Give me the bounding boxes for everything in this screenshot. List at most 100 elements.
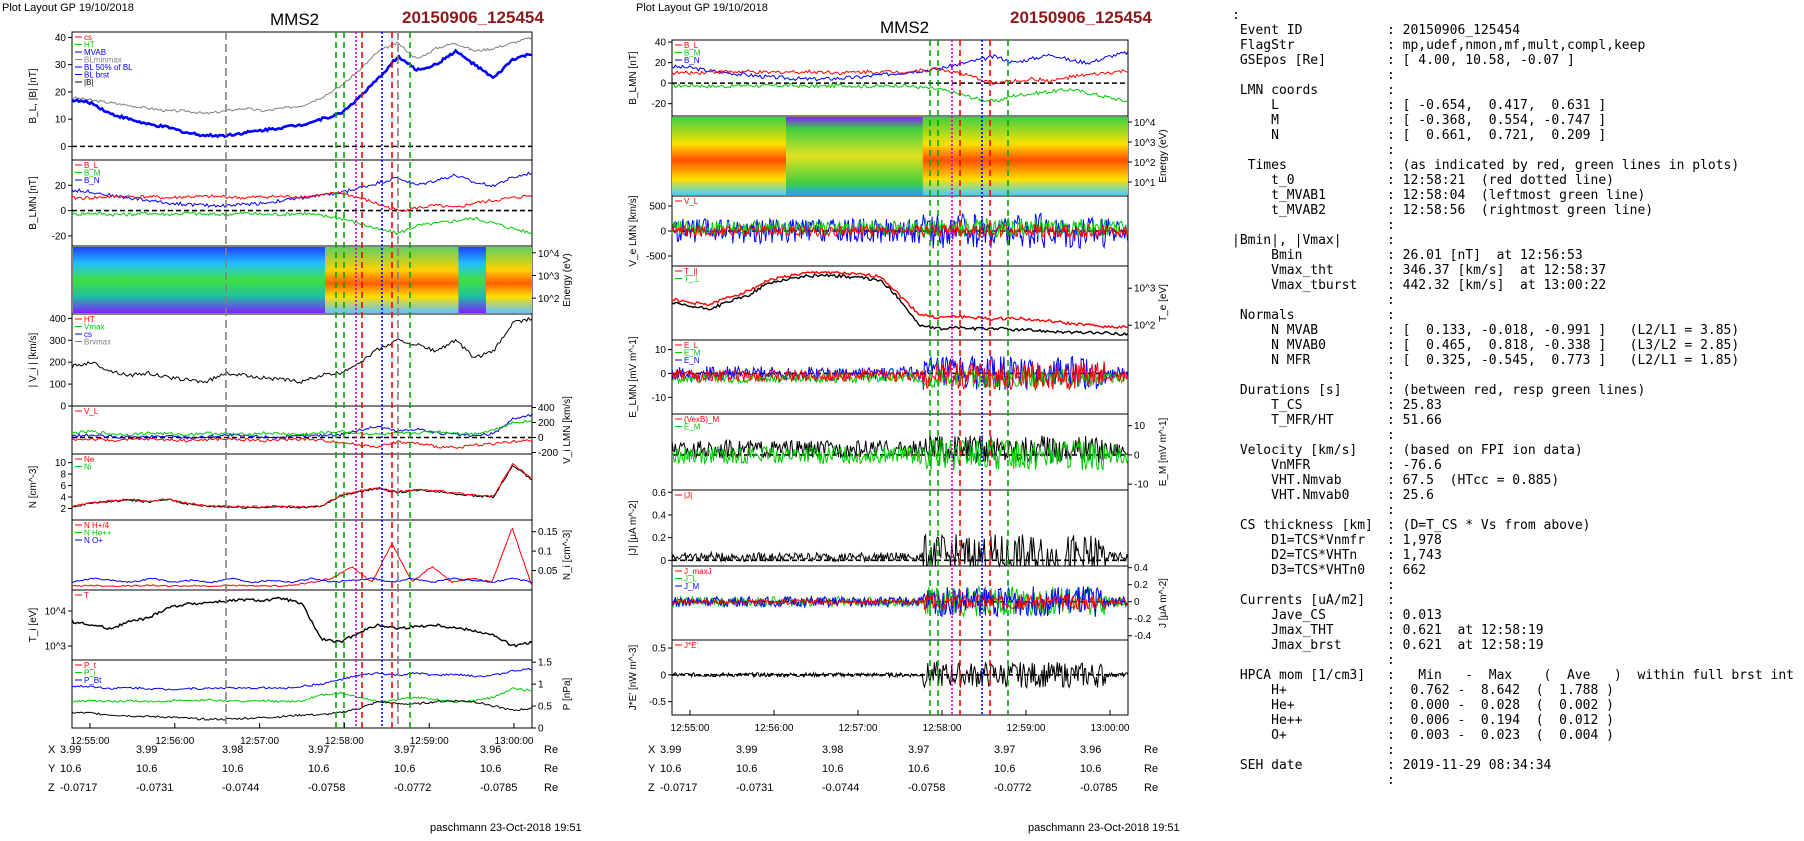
legend-label: J*E' (684, 641, 698, 650)
legend-label: V_L (84, 407, 99, 416)
position-unit: Re (1144, 782, 1159, 794)
series-line (71, 211, 533, 236)
y-tick-label: 30 (55, 60, 67, 71)
series-line (71, 190, 533, 213)
legend-label: J_L (684, 575, 697, 584)
y-tick-label: 0 (660, 79, 666, 90)
info-key: D1=TCS*Vnmfr (1232, 533, 1366, 548)
y-tick-label: -10 (652, 393, 667, 404)
y-tick-label: 300 (49, 336, 66, 347)
y-tick-label: 0.1 (538, 547, 552, 558)
info-value: : 20150906_125454 (1387, 23, 1521, 38)
y-axis-label: N_i [cm^-3] (562, 530, 573, 580)
y-tick-label: 2 (60, 504, 66, 515)
info-line: Jmax_THT : 0.621 at 12:58:19 (1232, 623, 1802, 638)
legend-label: (VexB)_M (684, 415, 719, 424)
position-unit: Re (1144, 763, 1159, 775)
position-row: Y 10.6 10.6 10.6 10.6 10.6 10.6 Re (48, 763, 568, 782)
info-value: : -76.6 (1387, 458, 1442, 473)
position-row-label: X (48, 744, 56, 756)
info-key: t_MVAB1 (1232, 188, 1326, 203)
info-key: |Bmin|, |Vmax| (1232, 233, 1342, 248)
info-value: : [ 0.133, -0.018, -0.991 ] (L2/L1 = 3.8… (1387, 323, 1740, 338)
info-key: CS thickness [km] (1232, 518, 1373, 533)
y-tick-label: 10^4 (1134, 118, 1156, 129)
position-row: Z -0.0717 -0.0731 -0.0744 -0.0758 -0.0772 -0.0… (648, 782, 1168, 801)
y-axis-label: Energy (eV) (1158, 129, 1169, 182)
info-line: He+ : 0.000 - 0.028 ( 0.002 ) (1232, 698, 1802, 713)
info-key: Velocity [km/s] (1232, 443, 1358, 458)
info-value: : (1387, 68, 1395, 83)
y-tick-label: 10 (1134, 421, 1146, 432)
info-key: T_MFR/HT (1232, 413, 1334, 428)
series-line (671, 270, 1129, 330)
y-tick-label: 10^3 (538, 271, 560, 282)
info-value: : (1387, 503, 1395, 518)
position-unit: Re (544, 782, 559, 794)
legend-label: BL 50% of BL (84, 63, 133, 72)
y-tick-label: 0 (660, 369, 666, 380)
info-line: D1=TCS*Vnmfr : 1,978 (1232, 533, 1802, 548)
position-row-label: X (648, 744, 656, 756)
position-value: 3.99 (60, 744, 82, 756)
legend-label: |B| (84, 78, 94, 87)
middle-position-table: X 3.99 3.99 3.98 3.97 3.97 3.96 Re Y 10.6 10.6 10.6… (648, 744, 1168, 801)
position-value: 3.99 (660, 744, 682, 756)
info-line: Currents [uA/m2]: (1232, 593, 1802, 608)
y-tick-label: -20 (52, 231, 67, 242)
series-line (671, 66, 1129, 85)
series-line (672, 368, 1129, 389)
y-tick-label: 0 (660, 227, 666, 238)
info-value: : 12:58:56 (rightmost green line) (1387, 203, 1654, 218)
y-axis-label: | V_i | [km/s] (28, 332, 39, 387)
info-value: : (1387, 83, 1395, 98)
info-value: : (1387, 578, 1395, 593)
series-line (71, 419, 533, 437)
spectrogram (73, 247, 531, 313)
y-tick-label: 40 (55, 33, 67, 44)
panel-frame (671, 265, 1129, 341)
position-value: 10.6 (222, 763, 244, 775)
info-key: O+ (1232, 728, 1287, 743)
info-value: : 1,978 (1387, 533, 1442, 548)
position-row: X 3.99 3.99 3.98 3.97 3.97 3.96 Re (648, 744, 1168, 763)
info-key: He+ (1232, 698, 1295, 713)
y-tick-label: 1.5 (538, 658, 552, 669)
y-tick-label: -10 (1134, 480, 1149, 491)
series-line (71, 171, 533, 208)
y-tick-label: 10^2 (1134, 321, 1156, 332)
y-tick-label: 10 (55, 458, 67, 469)
info-key: Jmax_THT (1232, 623, 1334, 638)
info-line: VHT.Nmvab0: 25.6 (1232, 488, 1802, 503)
legend-label: E_L (684, 341, 699, 350)
series-line (671, 272, 1129, 337)
info-key: VHT.Nmvab (1232, 473, 1342, 488)
info-value: : (1387, 308, 1395, 323)
left-event-title: 20150906_125454 (402, 8, 544, 27)
info-line: : (1232, 293, 1802, 308)
series-line (71, 316, 533, 384)
info-value: : 0.621 at 12:58:19 (1387, 623, 1544, 638)
position-unit: Re (1144, 744, 1159, 756)
panel-frame (71, 405, 533, 455)
info-line: D3=TCS*VHTn0: 662 (1232, 563, 1802, 578)
y-tick-label: 10^3 (1134, 284, 1156, 295)
info-line: FlagStr: mp,udef,nmon,mf,mult,compl,keep (1232, 38, 1802, 53)
y-tick-label: 200 (538, 418, 555, 429)
legend-label: BLminmax (84, 56, 122, 65)
panel-frame (671, 39, 1129, 117)
legend-label: B_L (84, 161, 99, 170)
y-tick-label: 0 (1134, 450, 1140, 461)
position-value: 3.98 (222, 744, 244, 756)
y-tick-label: 1 (538, 680, 544, 691)
left-position-table: X 3.99 3.99 3.98 3.97 3.97 3.96 Re Y 10.6 10.6 10.6… (48, 744, 568, 801)
x-tick-label: 12:55:00 (671, 723, 710, 734)
y-tick-label: 0.6 (652, 488, 666, 499)
x-tick-label: 12:57:00 (839, 723, 878, 734)
left-footer: paschmann 23-Oct-2018 19:51 (430, 822, 582, 834)
panel-frame (71, 589, 533, 661)
y-tick-label: 10^2 (1134, 158, 1156, 169)
info-value: : 0.000 - 0.028 ( 0.002 ) (1387, 698, 1614, 713)
info-key: N MVAB0 (1232, 338, 1326, 353)
legend-label: B_M (684, 49, 701, 58)
